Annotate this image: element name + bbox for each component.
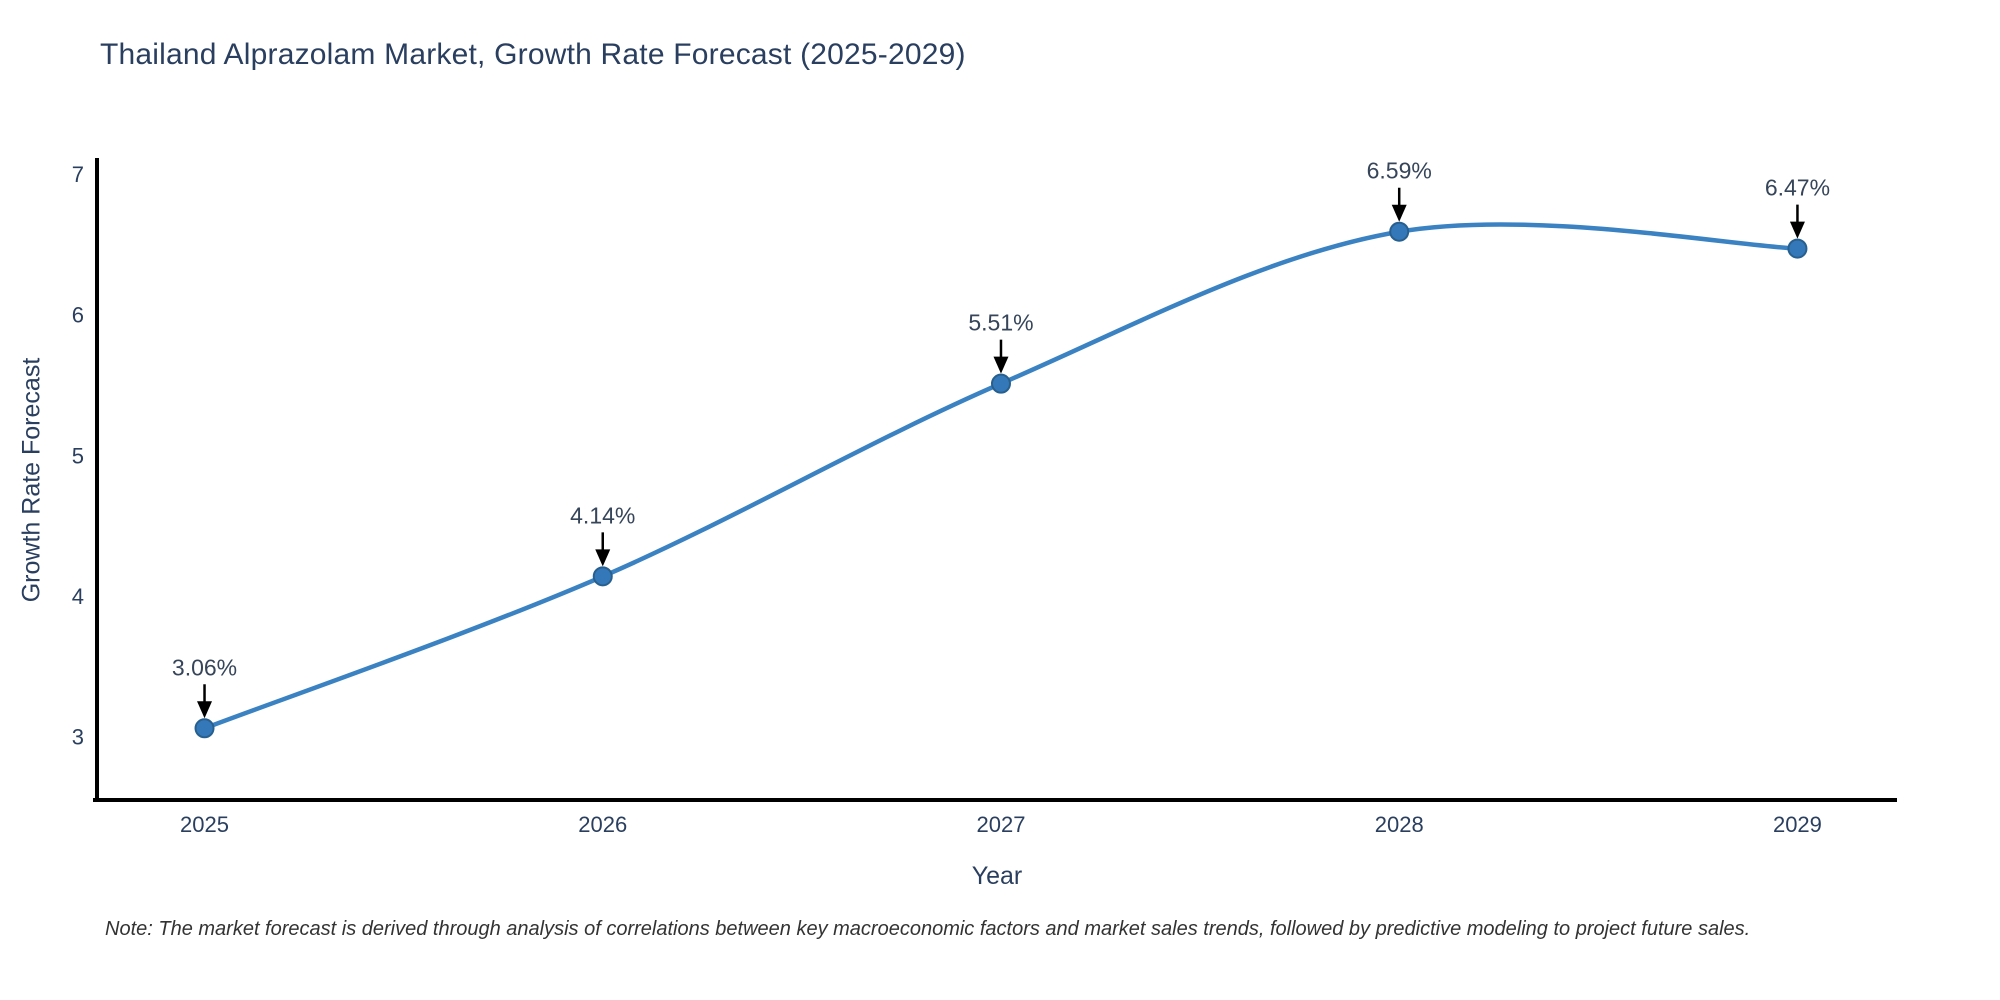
x-tick-label-2026: 2026 — [578, 812, 627, 837]
y-tick-label-5: 5 — [72, 443, 84, 468]
x-tick-label-2027: 2027 — [977, 812, 1026, 837]
data-point-2028[interactable] — [1389, 221, 1410, 242]
y-tick-label-4: 4 — [72, 584, 84, 609]
point-label-2025: 3.06% — [172, 654, 237, 680]
point-label-2027: 5.51% — [968, 310, 1033, 336]
point-label-2026: 4.14% — [570, 502, 635, 528]
y-tick-label-7: 7 — [72, 162, 84, 187]
x-tick-label-2029: 2029 — [1773, 812, 1822, 837]
chart-title: Thailand Alprazolam Market, Growth Rate … — [100, 38, 966, 71]
footnote: Note: The market forecast is derived thr… — [105, 918, 1751, 940]
data-point-2025[interactable] — [194, 718, 215, 739]
annotation-arrow-head-2026 — [595, 549, 611, 567]
annotation-arrow-head-2028 — [1391, 204, 1407, 222]
data-point-2029[interactable] — [1787, 238, 1808, 259]
point-label-2029: 6.47% — [1765, 175, 1830, 201]
x-axis-title: Year — [971, 862, 1023, 890]
x-tick-label-2028: 2028 — [1375, 812, 1424, 837]
forecast-line — [202, 222, 1800, 731]
data-point-2027[interactable] — [990, 373, 1011, 394]
x-tick-label-2025: 2025 — [180, 812, 229, 837]
point-label-2028: 6.59% — [1367, 158, 1432, 184]
y-tick-label-6: 6 — [72, 303, 84, 328]
data-point-2026[interactable] — [592, 566, 613, 587]
y-tick-label-3: 3 — [72, 725, 84, 750]
annotation-arrow-head-2027 — [993, 356, 1009, 374]
annotation-arrow-head-2025 — [197, 701, 213, 719]
annotation-arrow-head-2029 — [1789, 221, 1805, 239]
